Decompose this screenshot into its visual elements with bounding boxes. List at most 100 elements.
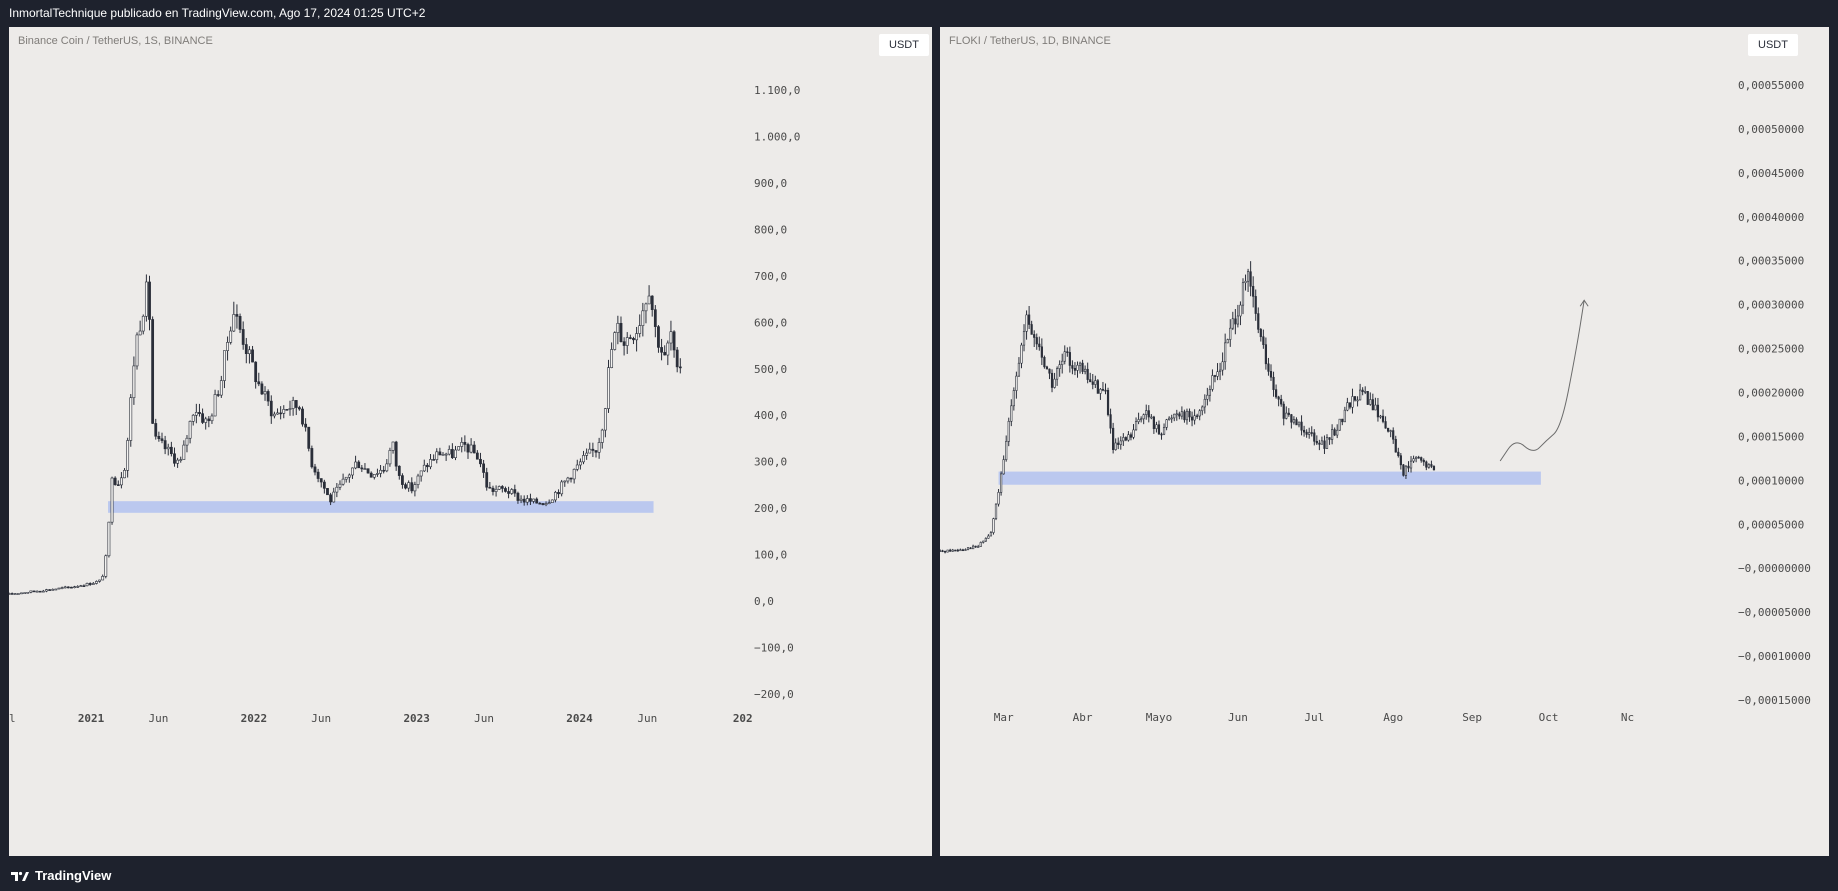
candle-body bbox=[941, 550, 944, 552]
candle-body bbox=[1353, 396, 1357, 401]
support-zone[interactable] bbox=[108, 501, 654, 513]
y-tick-label: 0,00030000 bbox=[1738, 299, 1804, 312]
candle-body bbox=[532, 498, 535, 502]
candle-body bbox=[1030, 324, 1033, 335]
candle-body bbox=[20, 592, 23, 595]
x-tick-label: 202 bbox=[733, 712, 753, 725]
candle-body bbox=[1277, 396, 1280, 400]
candle-body bbox=[989, 532, 993, 537]
support-zone[interactable] bbox=[998, 471, 1541, 485]
candle-body bbox=[316, 471, 320, 479]
candle-body bbox=[513, 489, 517, 494]
candle-body bbox=[51, 589, 55, 591]
y-tick-label: 0,0 bbox=[754, 595, 774, 608]
candle-body bbox=[60, 587, 64, 589]
candle-body bbox=[650, 295, 654, 310]
candle-body bbox=[544, 503, 548, 506]
candle-body bbox=[954, 549, 957, 552]
candle-body bbox=[1422, 459, 1425, 463]
candle-body bbox=[653, 309, 657, 327]
candle-body bbox=[301, 408, 304, 425]
candle-body bbox=[1061, 360, 1064, 365]
chart-pane-floki[interactable]: 0,00055000 0,00050000 0,00045000 0,00040000… bbox=[940, 27, 1829, 856]
candle-body bbox=[1081, 362, 1084, 372]
candle-body bbox=[632, 338, 635, 341]
candle-body bbox=[1236, 315, 1239, 325]
candle-body bbox=[76, 586, 80, 588]
candle-body bbox=[1272, 376, 1275, 390]
floki-chart-svg[interactable]: 0,00055000 0,00050000 0,00045000 0,00040000… bbox=[940, 27, 1829, 856]
candle-body bbox=[1430, 464, 1433, 467]
candle-body bbox=[251, 349, 254, 363]
candle-body bbox=[351, 467, 354, 476]
candle-body bbox=[1028, 314, 1031, 325]
candle-body bbox=[1104, 389, 1107, 392]
candle-body bbox=[1198, 410, 1201, 417]
candle-body bbox=[66, 586, 70, 589]
candle-body bbox=[1404, 465, 1408, 476]
candle-body bbox=[641, 310, 645, 326]
candle-body bbox=[1157, 424, 1161, 435]
floki-currency-badge[interactable]: USDT bbox=[1748, 34, 1798, 56]
candle-body bbox=[1241, 282, 1245, 306]
candle-body bbox=[435, 451, 439, 460]
candle-body bbox=[382, 469, 386, 472]
candle-body bbox=[1150, 416, 1153, 419]
candle-body bbox=[940, 550, 942, 552]
candle-body bbox=[1114, 442, 1117, 450]
candle-body bbox=[173, 453, 176, 464]
candle-body bbox=[1142, 414, 1145, 420]
candle-body bbox=[610, 349, 614, 368]
candle-body bbox=[104, 555, 108, 577]
candle-body bbox=[266, 391, 270, 402]
y-tick-label: −0,00000000 bbox=[1738, 562, 1811, 575]
candle-body bbox=[88, 583, 92, 585]
candle-body bbox=[1356, 399, 1359, 402]
candle-body bbox=[1249, 271, 1252, 287]
footer-bar: TradingView bbox=[0, 860, 1838, 891]
bnb-currency-badge[interactable]: USDT bbox=[879, 34, 929, 56]
candle-body bbox=[1145, 410, 1148, 415]
candle-body bbox=[560, 481, 564, 495]
candle-body bbox=[1096, 380, 1099, 394]
candle-body bbox=[169, 446, 173, 455]
candle-body bbox=[491, 487, 495, 492]
candle-body bbox=[572, 468, 576, 480]
candle-body bbox=[463, 442, 467, 445]
candle-body bbox=[1137, 419, 1140, 423]
candle-body bbox=[29, 590, 33, 593]
candle-body bbox=[360, 467, 364, 470]
y-tick-label: 0,00040000 bbox=[1738, 211, 1804, 224]
y-tick-label: −200,0 bbox=[754, 688, 794, 701]
x-tick-label: ul bbox=[9, 712, 16, 725]
candle-body bbox=[344, 476, 348, 480]
x-tick-label: Mar bbox=[994, 711, 1014, 724]
x-tick-label: 2023 bbox=[403, 712, 430, 725]
candle-body bbox=[207, 418, 211, 422]
candle-body bbox=[1147, 410, 1150, 418]
candle-body bbox=[120, 477, 123, 486]
candle-body bbox=[488, 486, 492, 489]
candle-body bbox=[1066, 351, 1069, 353]
candle-body bbox=[1173, 413, 1176, 419]
candle-body bbox=[441, 454, 445, 456]
candle-body bbox=[1369, 399, 1372, 405]
candle-body bbox=[1262, 336, 1265, 345]
candle-body bbox=[404, 484, 407, 489]
candle-body bbox=[675, 349, 679, 368]
candle-body bbox=[241, 329, 245, 345]
projection-path[interactable] bbox=[1499, 300, 1585, 462]
candles bbox=[9, 274, 682, 595]
candle-body bbox=[1264, 344, 1268, 365]
candle-body bbox=[1323, 440, 1326, 449]
candle-body bbox=[966, 547, 970, 550]
candle-body bbox=[332, 491, 336, 503]
candle-body bbox=[285, 409, 289, 411]
candle-body bbox=[1379, 415, 1382, 418]
bnb-chart-svg[interactable]: 1.100,0 1.000,0 900,0 800,0 700,0 600,0 500,0 4… bbox=[9, 27, 932, 856]
candle-body bbox=[369, 472, 373, 478]
candle-body bbox=[204, 418, 208, 423]
candle-body bbox=[151, 319, 155, 424]
chart-pane-bnb[interactable]: 1.100,0 1.000,0 900,0 800,0 700,0 600,0 500,0 4… bbox=[9, 27, 932, 856]
bnb-symbol-title: Binance Coin / TetherUS, 1S, BINANCE bbox=[18, 35, 213, 47]
